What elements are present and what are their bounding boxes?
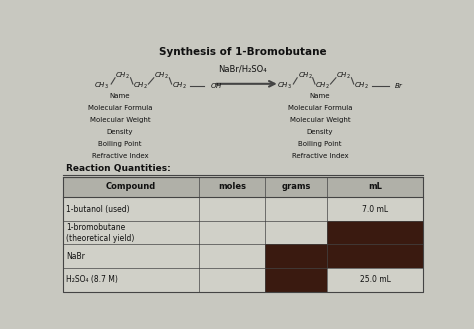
Text: Refractive Index: Refractive Index (292, 153, 348, 160)
Text: NaBr: NaBr (66, 252, 85, 261)
Bar (328, 244, 423, 268)
Text: Boiling Point: Boiling Point (298, 141, 342, 147)
Bar (63, 268, 423, 291)
Text: Reaction Quantities:: Reaction Quantities: (66, 164, 171, 173)
Text: Density: Density (307, 129, 333, 135)
Text: moles: moles (218, 183, 246, 191)
Text: Refractive Index: Refractive Index (91, 153, 148, 160)
Text: H₂SO₄ (8.7 M): H₂SO₄ (8.7 M) (66, 275, 118, 284)
Text: $Br$: $Br$ (394, 81, 404, 90)
Text: $CH_2$: $CH_2$ (354, 81, 369, 91)
Text: Boiling Point: Boiling Point (98, 141, 142, 147)
Text: 1-butanol (used): 1-butanol (used) (66, 205, 130, 214)
Text: Molecular Formula: Molecular Formula (88, 105, 152, 111)
Text: mL: mL (368, 183, 382, 191)
Text: grams: grams (282, 183, 311, 191)
Text: 1-bromobutane
(theoretical yield): 1-bromobutane (theoretical yield) (66, 223, 135, 243)
Text: Synthesis of 1-Bromobutane: Synthesis of 1-Bromobutane (159, 47, 327, 57)
Bar (63, 177, 423, 197)
Text: Compound: Compound (106, 183, 156, 191)
Bar (63, 221, 423, 244)
Bar (265, 244, 328, 268)
Text: $CH_2$: $CH_2$ (133, 81, 148, 91)
Text: $CH_2$: $CH_2$ (154, 71, 169, 81)
Bar (63, 244, 423, 268)
Text: Density: Density (107, 129, 133, 135)
Text: $OH$: $OH$ (210, 81, 223, 90)
Bar (63, 197, 423, 221)
Text: $CH_2$: $CH_2$ (172, 81, 187, 91)
Text: Name: Name (310, 93, 330, 99)
Text: 25.0 mL: 25.0 mL (360, 275, 391, 284)
Bar (328, 221, 423, 244)
Text: $CH_2$: $CH_2$ (336, 71, 351, 81)
Text: 7.0 mL: 7.0 mL (362, 205, 388, 214)
Text: $CH_2$: $CH_2$ (298, 71, 312, 81)
Bar (265, 268, 328, 291)
Text: Molecular Formula: Molecular Formula (288, 105, 352, 111)
Text: $CH_2$: $CH_2$ (115, 71, 130, 81)
Text: NaBr/H₂SO₄: NaBr/H₂SO₄ (219, 65, 267, 74)
Text: Molecular Weight: Molecular Weight (90, 117, 150, 123)
Bar (63, 177, 423, 291)
Text: $CH_3$: $CH_3$ (94, 81, 109, 91)
Text: Molecular Weight: Molecular Weight (290, 117, 350, 123)
Text: Name: Name (109, 93, 130, 99)
Text: $CH_3$: $CH_3$ (276, 81, 292, 91)
Text: $CH_2$: $CH_2$ (315, 81, 330, 91)
